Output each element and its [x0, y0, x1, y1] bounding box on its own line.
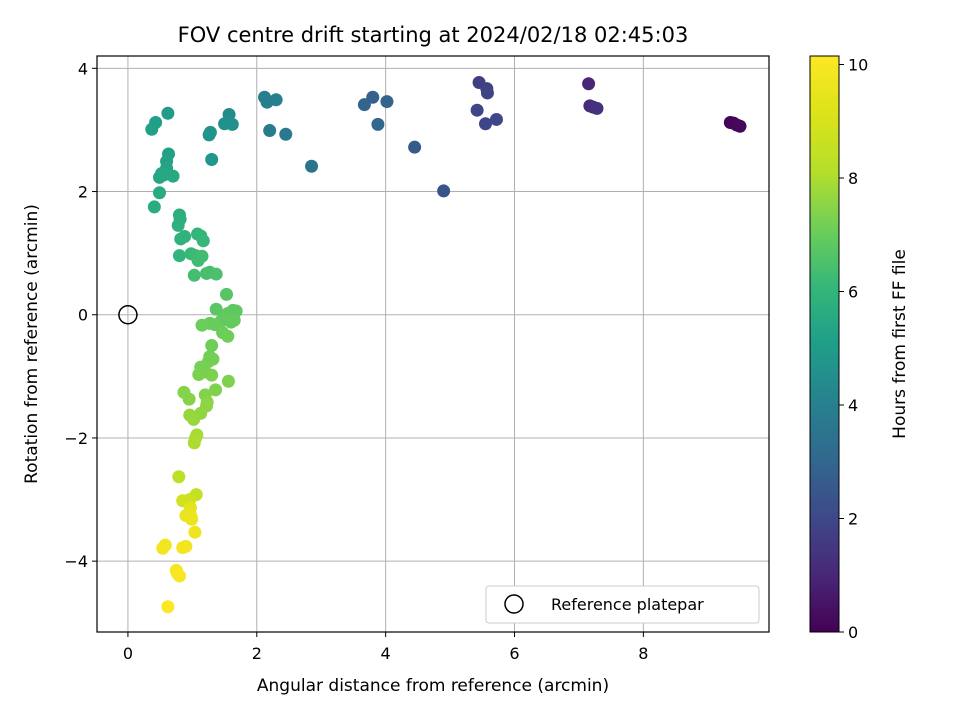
- x-axis-label: Angular distance from reference (arcmin): [257, 676, 609, 696]
- scatter-point: [224, 315, 238, 329]
- scatter-point: [582, 77, 596, 91]
- legend-entry-label: Reference platepar: [551, 595, 704, 614]
- legend: Reference platepar: [485, 585, 760, 624]
- scatter-point: [733, 119, 747, 133]
- scatter-point: [205, 152, 219, 166]
- colorbar-tick-label: 4: [848, 396, 858, 415]
- scatter-point: [172, 249, 186, 263]
- scatter-point: [172, 470, 186, 484]
- y-tick-label: −4: [64, 552, 88, 571]
- grid-lines: [97, 56, 769, 632]
- scatter-point: [187, 436, 201, 450]
- reference-point-marker: [118, 304, 138, 325]
- scatter-point: [152, 186, 166, 200]
- scatter-point: [221, 329, 235, 343]
- colorbar-tick-label: 8: [848, 169, 858, 188]
- scatter-point: [187, 268, 201, 282]
- scatter-point: [195, 249, 209, 263]
- scatter-point: [171, 218, 185, 232]
- y-tick-label: 4: [78, 59, 88, 78]
- scatter-point: [480, 86, 494, 100]
- scatter-point: [161, 106, 175, 120]
- scatter-point: [366, 90, 380, 104]
- scatter-point: [179, 539, 193, 553]
- scatter-point: [590, 101, 604, 115]
- scatter-point: [269, 93, 283, 107]
- scatter-point: [196, 234, 210, 248]
- scatter-point: [178, 230, 192, 244]
- colorbar-ticks: 0 2 4 6 8 10: [839, 56, 868, 642]
- scatter-point: [195, 318, 209, 332]
- y-tick-label: 0: [78, 306, 88, 325]
- colorbar-tick-label: 6: [848, 283, 858, 302]
- scatter-point: [185, 512, 199, 526]
- scatter-point: [220, 287, 234, 301]
- scatter-point: [263, 124, 277, 138]
- x-tick-label: 6: [509, 644, 519, 663]
- legend-box: [485, 585, 760, 624]
- x-tick-label: 0: [123, 644, 133, 663]
- scatter-point: [187, 412, 201, 426]
- y-tick-label: 2: [78, 183, 88, 202]
- legend-reference-marker: [504, 594, 524, 614]
- scatter-point: [470, 103, 484, 117]
- scatter-point: [161, 600, 175, 614]
- y-tick-label: −2: [64, 429, 88, 448]
- y-axis-label: Rotation from reference (arcmin): [22, 204, 42, 484]
- scatter-point: [489, 112, 503, 126]
- scatter-point: [357, 98, 371, 112]
- scatter-point: [221, 374, 235, 388]
- scatter-point: [208, 318, 222, 332]
- scatter-point: [192, 367, 206, 381]
- colorbar-label: Hours from first FF file: [890, 249, 910, 439]
- scatter-point: [172, 569, 186, 583]
- scatter-point: [209, 302, 223, 316]
- colorbar-tick-label: 10: [848, 56, 868, 75]
- x-tick-label: 2: [252, 644, 262, 663]
- data-points: [145, 75, 747, 614]
- scatter-point: [205, 339, 219, 353]
- scatter-point: [182, 392, 196, 406]
- colorbar-tick-label: 0: [848, 623, 858, 642]
- plot-frame: [96, 55, 770, 633]
- scatter-point: [209, 383, 223, 397]
- scatter-point: [145, 122, 159, 136]
- axis-ticks: 0 2 4 6 8 −4 −2 0 2 4: [64, 59, 648, 663]
- x-tick-label: 4: [381, 644, 391, 663]
- scatter-point: [188, 525, 202, 539]
- scatter-point: [437, 184, 451, 198]
- scatter-point: [380, 95, 394, 109]
- scatter-point: [156, 541, 170, 555]
- colorbar-tick-label: 2: [848, 510, 858, 529]
- scatter-point: [305, 159, 319, 173]
- scatter-point: [371, 117, 385, 131]
- scatter-point: [479, 117, 493, 131]
- scatter-point: [218, 117, 232, 131]
- scatter-point: [408, 140, 422, 154]
- scatter-point: [147, 200, 161, 214]
- scatter-point: [205, 368, 219, 382]
- scatter-point: [279, 127, 293, 141]
- scatter-point: [166, 169, 180, 183]
- colorbar-gradient: [809, 55, 840, 633]
- x-tick-label: 8: [638, 644, 648, 663]
- scatter-point: [203, 125, 217, 139]
- scatter-point: [209, 267, 223, 281]
- colorbar: 0 2 4 6 8 10 Hours from first FF file: [809, 55, 910, 642]
- chart-title: FOV centre drift starting at 2024/02/18 …: [178, 23, 689, 47]
